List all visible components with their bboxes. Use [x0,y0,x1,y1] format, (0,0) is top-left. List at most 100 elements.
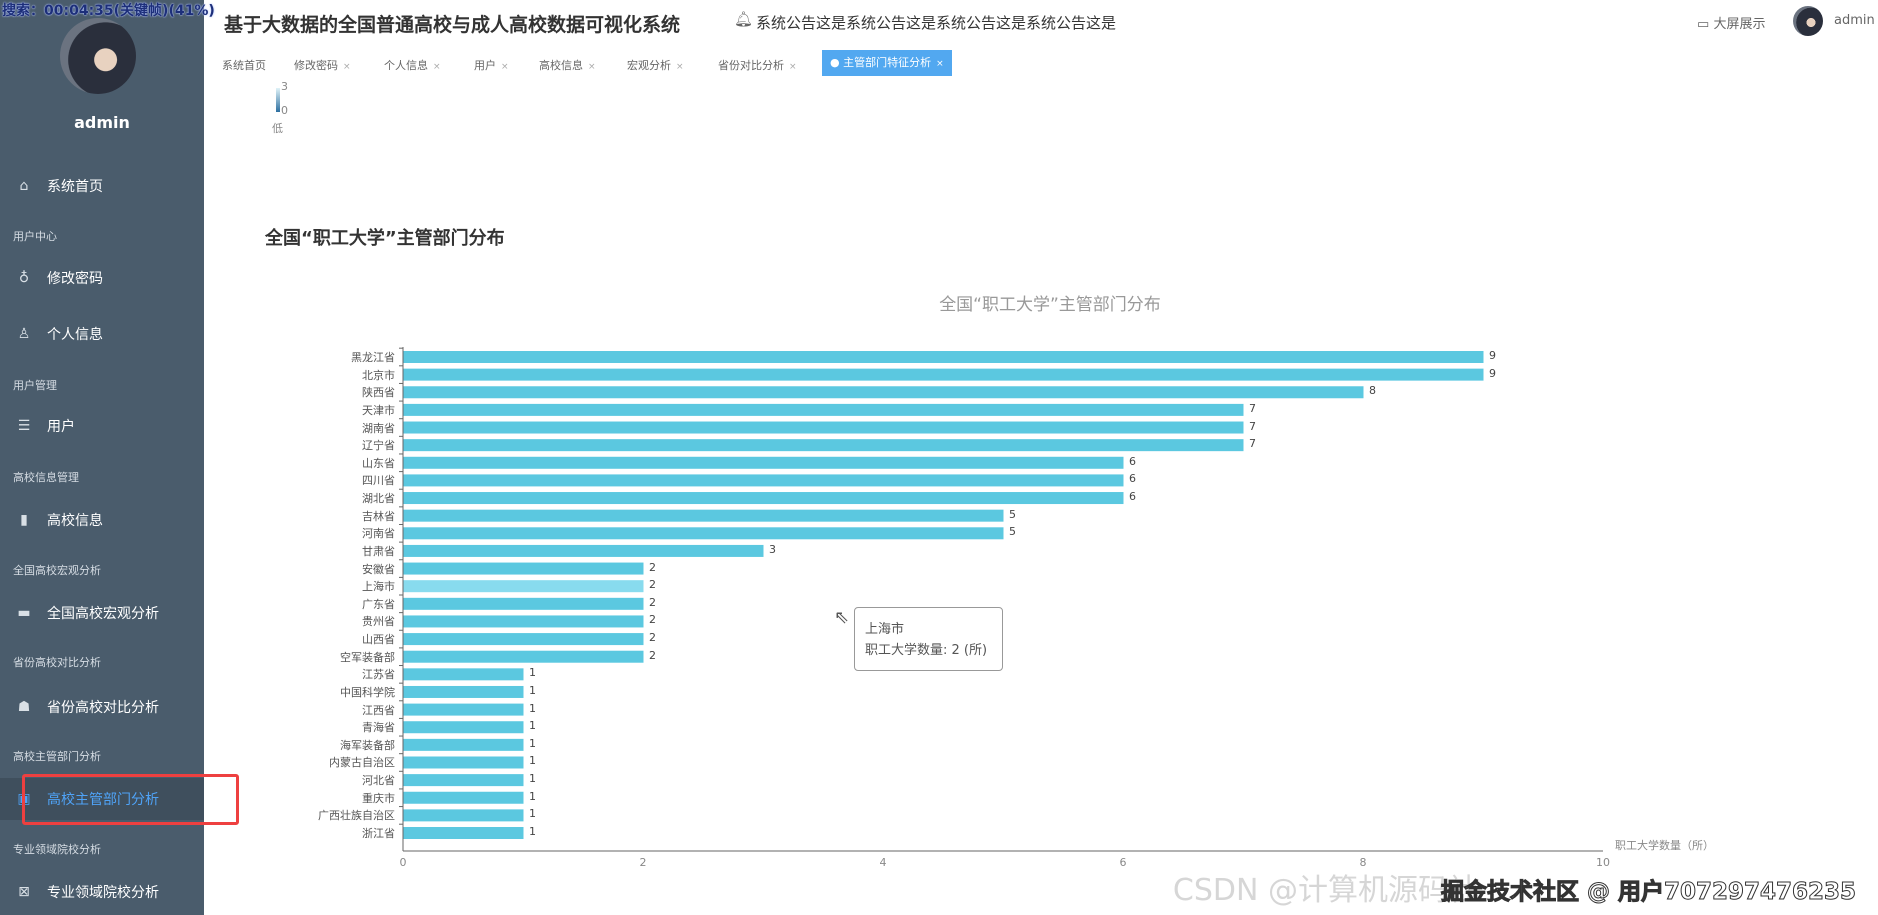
data-label: 1 [529,719,536,733]
visual-map-min: 0 [281,104,288,117]
bar[interactable] [403,421,1244,434]
data-label: 1 [529,789,536,803]
bar[interactable] [403,456,1124,469]
sidebar-item[interactable]: ⊠ 专业领域院校分析 [0,871,204,913]
bar[interactable] [403,403,1244,416]
sidebar-group-label: 用户中心 [13,230,57,243]
bar[interactable] [403,827,524,840]
sidebar-item[interactable]: ⌂ 系统首页 [0,165,204,207]
bar[interactable] [403,668,524,681]
tab-label: 个人信息 [384,59,428,72]
tab[interactable]: 高校信息 × [539,56,596,76]
data-label: 9 [1489,349,1496,362]
sidebar-item[interactable]: ☰ 用户 [0,405,204,447]
sidebar-item[interactable]: ▣ 高校主管部门分析 [0,778,204,820]
data-label: 1 [529,754,536,768]
bar[interactable] [403,509,1004,522]
sidebar-avatar [60,18,136,94]
y-tick-label: 天津市 [362,403,395,417]
sidebar-item-label: 用户 [47,419,75,435]
big-screen-button[interactable]: ▭ 大屏展示 [1697,13,1765,32]
bar[interactable] [403,650,644,663]
close-icon[interactable]: × [676,62,684,72]
bar[interactable] [403,580,644,593]
sidebar-item[interactable]: ♙ 个人信息 [0,313,204,355]
bar[interactable] [403,703,524,716]
y-tick-label: 河北省 [362,774,395,788]
tab[interactable]: 修改密码 × [294,56,351,76]
tab-label: 系统首页 [222,59,266,72]
y-tick-label: 辽宁省 [362,439,395,453]
bar[interactable] [403,386,1364,399]
bar[interactable] [403,685,524,698]
tab[interactable]: 用户 × [474,56,509,76]
y-tick-label: 中国科学院 [340,685,395,699]
data-label: 2 [649,578,656,592]
tooltip-title: 上海市 [865,622,905,637]
header-username[interactable]: admin [1834,13,1875,28]
bar[interactable] [403,544,764,557]
sidebar-item[interactable]: ▬ 全国高校宏观分析 [0,592,204,634]
sidebar-group-label: 全国高校宏观分析 [13,564,101,577]
tab[interactable]: 个人信息 × [384,56,441,76]
bar-chart-icon: ▮ [20,512,28,528]
y-tick-label: 河南省 [362,527,395,541]
bar[interactable] [403,791,524,804]
bar[interactable] [403,474,1124,487]
data-label: 6 [1129,472,1136,486]
tab-label: 主管部门特征分析 [843,56,932,69]
sidebar-group-label: 高校信息管理 [13,471,79,484]
data-label: 1 [529,807,536,821]
sidebar-item[interactable]: ☗ 省份高校对比分析 [0,686,204,728]
bar[interactable] [403,492,1124,505]
close-icon[interactable]: × [433,62,441,72]
data-label: 1 [529,772,536,786]
bar[interactable] [403,774,524,787]
tab[interactable]: ● 主管部门特征分析 × [822,50,952,76]
close-icon[interactable]: × [936,59,944,69]
bar[interactable] [403,738,524,751]
tooltip-value: 职工大学数量: 2 (所) [865,643,988,658]
close-icon[interactable]: × [501,62,509,72]
bar[interactable] [403,756,524,769]
bar[interactable] [403,615,644,628]
y-tick-label: 吉林省 [362,509,395,523]
y-tick-label: 山西省 [362,633,395,647]
data-label: 2 [649,613,656,627]
header-avatar[interactable] [1793,6,1823,36]
bar[interactable] [403,809,524,822]
close-icon[interactable]: × [343,62,351,72]
sidebar-item[interactable]: ♁ 修改密码 [0,257,204,299]
sidebar-item[interactable]: ▮ 高校信息 [0,499,204,541]
watermark: 掘金技术社区 @ 用户707297476235 [1440,879,1856,906]
data-label: 2 [649,560,656,574]
sidebar: admin ⌂ 系统首页 用户中心 ♁ 修改密码 ♙ 个人信息 用户管理 ☰ 用户 高校信息管理 ▮ 高… [0,0,204,915]
visual-map-max: 3 [281,80,288,93]
y-tick-label: 海军装备部 [340,738,395,752]
y-tick-label: 贵州省 [362,615,395,629]
bar[interactable] [403,439,1244,452]
bar[interactable] [403,351,1484,363]
data-label: 2 [649,648,656,662]
bar[interactable] [403,368,1484,381]
bar[interactable] [403,562,644,575]
tab[interactable]: 系统首页 [222,56,266,76]
bar[interactable] [403,633,644,646]
bar[interactable] [403,597,644,610]
bar[interactable] [403,527,1004,540]
sidebar-group-label: 专业领域院校分析 [13,843,101,856]
x-tick-label: 6 [1119,856,1127,869]
tab[interactable]: 省份对比分析 × [718,56,797,76]
tab[interactable]: 宏观分析 × [627,56,684,76]
chart-title: 全国“职工大学”主管部门分布 [939,295,1161,315]
y-tick-label: 广西壮族自治区 [318,809,395,823]
screen-icon: ▭ [1697,17,1710,32]
data-label: 3 [769,542,776,556]
bar[interactable] [403,721,524,734]
notice-marquee: 系统公告这是系统公告这是系统公告这是系统公告这是 [756,12,1116,33]
visual-map-gradient [276,88,280,112]
close-icon[interactable]: × [789,62,797,72]
y-tick-label: 北京市 [362,368,395,382]
data-label: 1 [529,736,536,750]
close-icon[interactable]: × [588,62,596,72]
